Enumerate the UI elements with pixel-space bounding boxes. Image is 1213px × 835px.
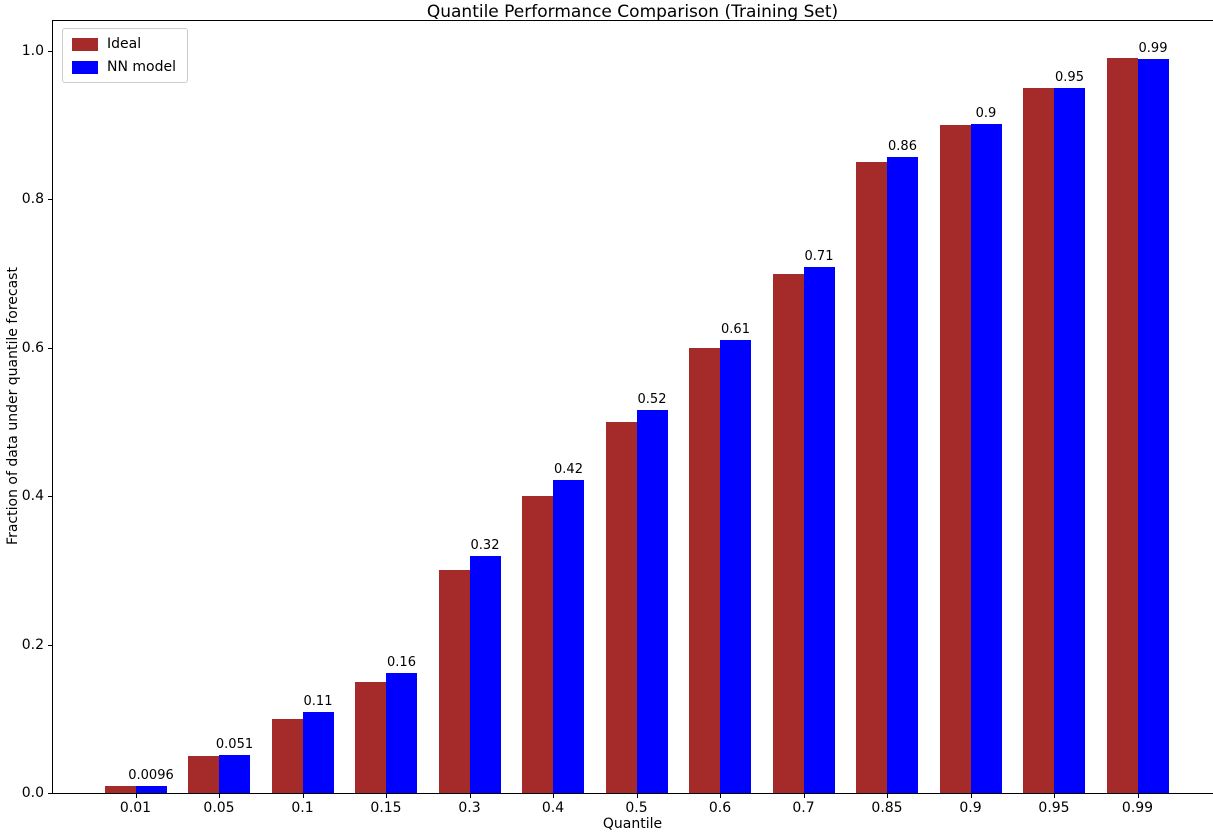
- y-tick-label: 0.4: [21, 488, 44, 505]
- y-tick-mark: [48, 644, 52, 646]
- y-tick-mark: [48, 199, 52, 201]
- bar-value-label: 0.0096: [128, 767, 174, 783]
- x-tick-mark: [386, 794, 387, 798]
- bar-value-label: 0.99: [1138, 41, 1168, 57]
- bar-ideal: [104, 785, 136, 793]
- bar-value-label: 0.16: [387, 654, 416, 670]
- bar-value-label: 0.95: [1055, 70, 1084, 86]
- bar-value-label: 0.42: [554, 461, 583, 477]
- x-tick-mark: [469, 794, 471, 798]
- bar-nn-model: [636, 410, 668, 793]
- legend-item-nn-model: NN model: [72, 59, 176, 75]
- x-tick-mark: [553, 794, 554, 798]
- bar-nn-model: [219, 755, 250, 793]
- x-tick-mark: [720, 794, 721, 798]
- bar-ideal: [772, 273, 804, 793]
- legend-label-ideal: Ideal: [107, 36, 142, 52]
- legend-swatch-ideal: [72, 37, 98, 51]
- y-tick-mark: [48, 50, 52, 52]
- x-tick-label: 0.85: [871, 800, 903, 816]
- chart-title: Quantile Performance Comparison (Trainin…: [426, 2, 839, 22]
- y-tick-label: 1.0: [21, 42, 44, 59]
- x-tick-label: 0.95: [1038, 800, 1070, 816]
- bar-nn-model: [803, 266, 835, 793]
- bar-value-label: 0.61: [721, 321, 750, 337]
- bar-nn-model: [135, 785, 167, 793]
- x-tick-mark: [803, 794, 805, 798]
- x-tick-mark: [135, 794, 137, 798]
- bar-nn-model: [1054, 88, 1085, 793]
- x-tick-label: 0.6: [708, 800, 732, 816]
- bar-ideal: [939, 125, 971, 793]
- x-tick-label: 0.01: [119, 800, 152, 816]
- bar-ideal: [355, 681, 386, 793]
- plot-area: Ideal NN model 0.0096 0.01 0.051 0.05 0.11 0.…: [22, 20, 1213, 816]
- y-tick-label: 0.0: [21, 785, 44, 801]
- x-tick-mark: [219, 794, 220, 798]
- x-tick-label: 0.05: [203, 800, 235, 816]
- y-tick-mark: [48, 347, 52, 349]
- x-tick-mark: [302, 794, 304, 798]
- x-tick-label: 0.99: [1121, 800, 1154, 816]
- bar-nn-model: [469, 556, 501, 793]
- x-tick-mark: [636, 794, 638, 798]
- x-tick-label: 0.4: [541, 800, 565, 816]
- x-tick-label: 0.15: [370, 800, 402, 816]
- bar-ideal: [856, 162, 887, 793]
- x-tick-label: 0.9: [959, 800, 982, 816]
- x-tick-mark: [1137, 794, 1139, 798]
- legend-item-ideal: Ideal: [72, 36, 176, 52]
- bar-value-label: 0.32: [470, 538, 500, 554]
- y-axis-label: Fraction of data under quantile forecast: [5, 267, 21, 545]
- bar-nn-model: [970, 123, 1002, 793]
- x-tick-mark: [887, 794, 888, 798]
- legend: Ideal NN model: [62, 28, 188, 83]
- bar-value-label: 0.71: [804, 248, 834, 264]
- bar-value-label: 0.52: [637, 392, 667, 408]
- bar-nn-model: [553, 479, 584, 793]
- bar-ideal: [605, 422, 637, 793]
- y-tick-label: 0.6: [21, 339, 44, 356]
- bar-ideal: [689, 347, 720, 793]
- x-axis-label: Quantile: [602, 816, 663, 832]
- y-tick-mark: [48, 793, 52, 794]
- bar-ideal: [522, 496, 553, 793]
- x-tick-label: 0.5: [625, 800, 648, 816]
- x-tick-mark: [970, 794, 972, 798]
- y-tick-mark: [48, 496, 52, 498]
- x-tick-label: 0.7: [792, 800, 815, 816]
- bar-value-label: 0.051: [215, 737, 254, 753]
- y-tick-label: 0.8: [21, 191, 44, 208]
- bar-value-label: 0.86: [888, 139, 917, 155]
- bar-ideal: [188, 755, 219, 793]
- legend-swatch-nn-model: [72, 60, 98, 74]
- bar-ideal: [271, 718, 303, 793]
- bar-ideal: [438, 570, 470, 793]
- bar-value-label: 0.9: [975, 105, 997, 121]
- bar-ideal: [1023, 88, 1054, 793]
- x-tick-label: 0.3: [458, 800, 481, 816]
- bar-nn-model: [1137, 59, 1169, 793]
- bar-nn-model: [720, 339, 751, 793]
- y-tick-label: 0.2: [21, 636, 44, 653]
- bar-ideal: [1106, 58, 1138, 793]
- bar-nn-model: [302, 712, 334, 793]
- x-tick-label: 0.1: [291, 800, 314, 816]
- x-tick-mark: [1054, 794, 1055, 798]
- bar-value-label: 0.11: [303, 694, 333, 710]
- bar-nn-model: [386, 672, 417, 793]
- bar-nn-model: [887, 157, 918, 793]
- legend-label-nn-model: NN model: [107, 59, 176, 75]
